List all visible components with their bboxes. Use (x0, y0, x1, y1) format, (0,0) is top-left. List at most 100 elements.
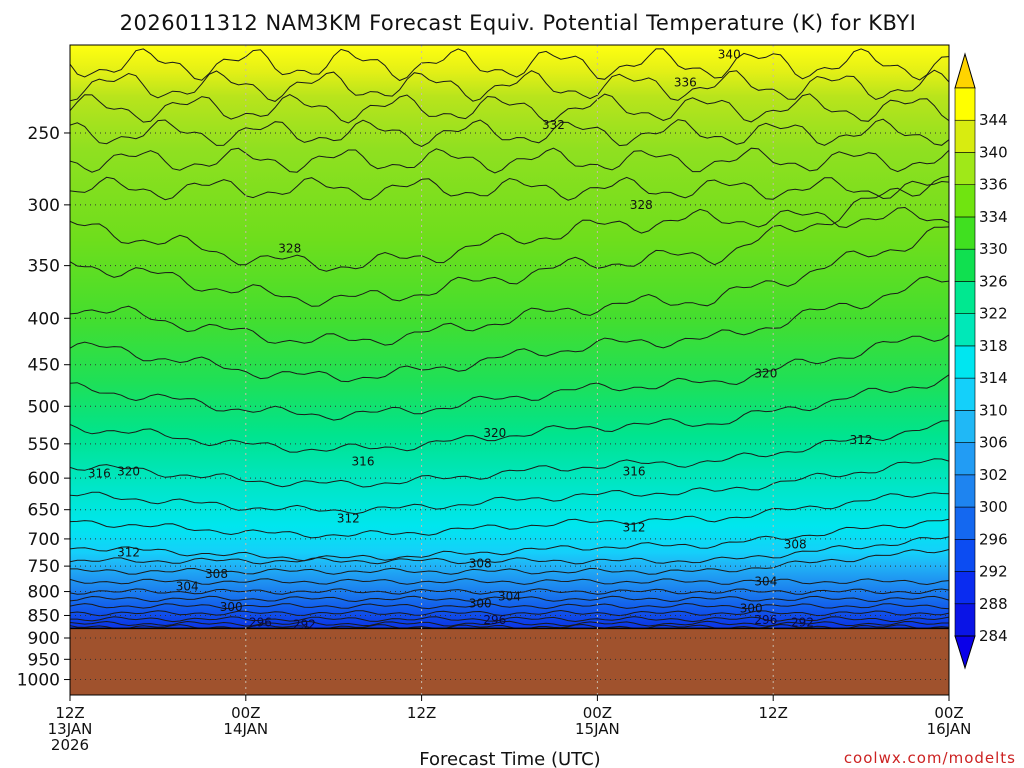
contour-line (70, 595, 949, 603)
y-tick-label: 600 (28, 469, 60, 489)
contour-label: 312 (117, 546, 140, 560)
colorbar-label: 296 (979, 530, 1008, 548)
contour-label: 328 (278, 241, 301, 255)
x-tick-label: 16JAN (927, 720, 972, 738)
contour-line (70, 420, 949, 488)
colorbar-label: 306 (979, 434, 1008, 452)
colorbar-swatch (954, 345, 976, 379)
y-tick-label: 850 (28, 606, 60, 626)
colorbar-label: 318 (979, 337, 1008, 355)
colorbar-label: 310 (979, 401, 1008, 419)
x-tick-label: 00Z (583, 704, 612, 722)
colorbar-swatch (954, 248, 976, 282)
colorbar-swatch (954, 410, 976, 443)
contour-label: 312 (337, 512, 360, 526)
y-tick-label: 550 (28, 435, 60, 455)
contour-label: 308 (784, 538, 807, 552)
temperature-field (70, 45, 949, 695)
contour-line (70, 616, 949, 623)
contour-label: 296 (249, 615, 272, 629)
x-axis-label: Forecast Time (UTC) (419, 749, 600, 768)
contour-line (70, 518, 949, 562)
plot-frame (69, 44, 950, 696)
x-tick-label: 15JAN (575, 720, 620, 738)
y-tick-label: 750 (28, 557, 60, 577)
colorbar-label: 330 (979, 240, 1008, 258)
colorbar-label: 302 (979, 466, 1008, 484)
y-tick-label: 400 (28, 309, 60, 329)
colorbar-swatch (954, 87, 976, 121)
chart-title: 2026011312 NAM3KM Forecast Equiv. Potent… (120, 11, 917, 35)
contour-line (70, 620, 949, 627)
contour-line (70, 176, 949, 201)
contour-line (70, 69, 949, 102)
contour-lines (70, 48, 949, 631)
x-tick-label: 12Z (55, 704, 84, 722)
contour-line (70, 536, 949, 565)
colorbar-label: 340 (979, 143, 1008, 161)
contour-line (70, 602, 949, 610)
contour-line (70, 492, 949, 539)
colorbar-swatch (954, 474, 976, 508)
x-tick-label: 14JAN (223, 720, 268, 738)
contour-line (70, 458, 949, 515)
y-tick-label: 250 (28, 124, 60, 144)
colorbar-label: 284 (979, 627, 1008, 645)
contour-labels: 340 336 332 328 328 320 320 320 316 316 316 312 312 3… (88, 48, 873, 632)
colorbar-swatch (954, 506, 976, 540)
colorbar-swatch (954, 377, 976, 411)
contour-label: 304 (754, 575, 777, 589)
y-axis: 250 300 350 400 450 500 550 600 650 700 750 800 850 9… (17, 124, 70, 691)
colorbar-swatch (954, 442, 976, 476)
credit-text: coolwx.com/modelts (844, 749, 1016, 767)
x-tick-label: 2026 (51, 736, 89, 754)
contour-line (70, 374, 949, 453)
colorbar-label: 336 (979, 176, 1008, 194)
colorbar-swatch (954, 603, 976, 637)
contour-label: 316 (88, 467, 111, 481)
x-tick-label: 13JAN (48, 720, 93, 738)
x-tick-label: 00Z (231, 704, 260, 722)
contour-label: 300 (220, 600, 243, 614)
y-tick-label: 700 (28, 530, 60, 550)
grid-lines (70, 45, 949, 695)
colorbar: 284 288 292 296 300 302 306 310 314 318 322 326 330 3… (954, 52, 1008, 670)
contour-line (70, 578, 949, 586)
x-tick-label: 12Z (407, 704, 436, 722)
y-tick-label: 450 (28, 356, 60, 376)
colorbar-label: 334 (979, 208, 1008, 226)
contour-label: 320 (754, 366, 777, 380)
contour-label: 300 (469, 597, 492, 611)
plot-area: 340 336 332 328 328 320 320 320 316 316 316 312 312 3… (70, 45, 949, 695)
colorbar-label: 292 (979, 563, 1008, 581)
contour-line (70, 609, 949, 617)
colorbar-swatch (954, 538, 976, 572)
colorbar-label: 322 (979, 305, 1008, 323)
colorbar-swatch (954, 184, 976, 218)
y-tick-label: 900 (28, 629, 60, 649)
y-tick-label: 300 (28, 196, 60, 216)
colorbar-label: 288 (979, 595, 1008, 613)
contour-label: 308 (205, 567, 228, 581)
contour-label: 304 (176, 580, 199, 594)
contour-label: 304 (498, 589, 521, 603)
colorbar-bottom-arrow (954, 635, 976, 670)
contour-label: 300 (740, 601, 763, 615)
contour-label: 320 (483, 426, 506, 440)
contour-line (70, 276, 949, 383)
contour-line (70, 334, 949, 421)
contour-label: 296 (754, 613, 777, 627)
contour-line (70, 549, 949, 575)
colorbar-swatch (954, 313, 976, 347)
colorbar-swatch (954, 119, 976, 153)
colorbar-top-arrow (954, 52, 976, 89)
colorbar-label: 300 (979, 498, 1008, 516)
colorbar-swatch (954, 216, 976, 250)
contour-label: 308 (469, 556, 492, 570)
contour-label: 312 (623, 520, 646, 534)
contour-label: 292 (791, 615, 814, 629)
colorbar-swatch (954, 281, 976, 314)
contour-label: 296 (483, 613, 506, 627)
colorbar-swatch (954, 152, 976, 186)
